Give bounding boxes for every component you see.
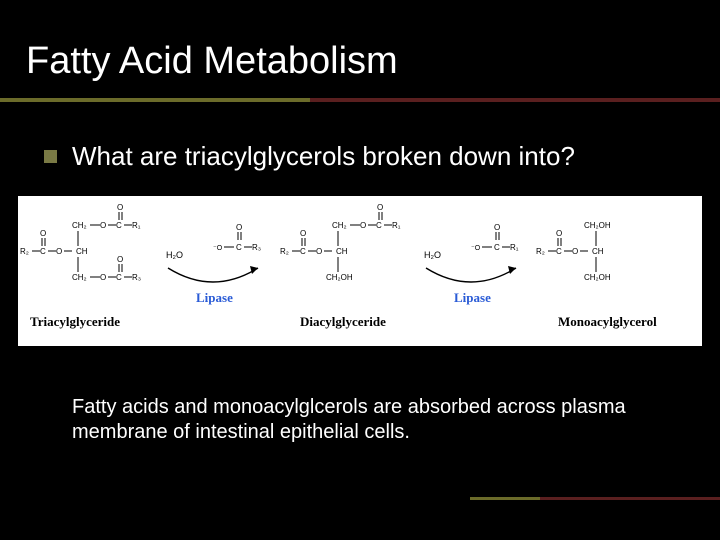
svg-text:CH₂OH: CH₂OH	[326, 273, 353, 282]
svg-text:R₂: R₂	[536, 247, 545, 256]
svg-text:Diacylglyceride: Diacylglyceride	[300, 314, 386, 329]
title-underline	[0, 98, 720, 102]
svg-text:CH₂: CH₂	[72, 221, 87, 230]
svg-text:⁻O: ⁻O	[471, 245, 481, 252]
reaction-diagram: CH₂ CH CH₂ O C O R₁ O C O	[18, 196, 702, 346]
svg-text:Lipase: Lipase	[196, 290, 233, 305]
svg-text:H₂O: H₂O	[166, 250, 183, 260]
svg-text:R₁: R₁	[392, 221, 401, 230]
svg-text:O: O	[117, 255, 123, 264]
reaction-arrow-2: H₂O O C ⁻O R₁ Lipase	[424, 223, 519, 305]
svg-text:O: O	[40, 229, 46, 238]
svg-text:Monoacylglycerol: Monoacylglycerol	[558, 314, 657, 329]
svg-text:Lipase: Lipase	[454, 290, 491, 305]
svg-text:O: O	[316, 247, 322, 256]
svg-text:C: C	[376, 221, 382, 230]
svg-text:H₂O: H₂O	[424, 250, 441, 260]
molecule-tri: CH₂ CH CH₂ O C O R₁ O C O	[20, 203, 141, 329]
body-text-2: Fatty acids and monoacylglcerols are abs…	[72, 395, 672, 445]
svg-text:Triacylglyceride: Triacylglyceride	[30, 314, 120, 329]
bullet-text-1: What are triacylglycerols broken down in…	[72, 141, 575, 172]
svg-text:C: C	[116, 221, 122, 230]
footer-underline	[470, 497, 720, 500]
svg-text:CH: CH	[76, 247, 88, 256]
svg-text:R₁: R₁	[132, 221, 141, 230]
svg-text:O: O	[236, 223, 242, 232]
svg-text:O: O	[100, 221, 106, 230]
svg-text:CH₂: CH₂	[332, 221, 347, 230]
svg-text:R₃: R₃	[132, 273, 141, 282]
molecule-di: CH₂ CH CH₂OH O C O R₁ O C O	[280, 203, 401, 329]
svg-text:O: O	[100, 273, 106, 282]
svg-text:O: O	[360, 221, 366, 230]
svg-text:CH: CH	[336, 247, 348, 256]
svg-text:⁻O: ⁻O	[213, 245, 223, 252]
molecule-mono: CH₂OH CH CH₂OH O C O R₂ Monoacylglycerol	[536, 221, 657, 329]
svg-text:CH₂OH: CH₂OH	[584, 221, 611, 230]
svg-text:CH₂OH: CH₂OH	[584, 273, 611, 282]
svg-text:C: C	[236, 243, 242, 252]
reaction-arrow-1: H₂O O C ⁻O R₃ Lipase	[166, 223, 261, 305]
svg-text:C: C	[116, 273, 122, 282]
svg-text:C: C	[494, 243, 500, 252]
bullet-icon	[44, 150, 57, 163]
svg-text:C: C	[300, 247, 306, 256]
svg-text:CH₂: CH₂	[72, 273, 87, 282]
svg-text:O: O	[56, 247, 62, 256]
svg-text:R₂: R₂	[20, 247, 29, 256]
svg-text:R₃: R₃	[252, 243, 261, 252]
svg-text:O: O	[572, 247, 578, 256]
slide-title: Fatty Acid Metabolism	[26, 40, 398, 83]
svg-text:CH: CH	[592, 247, 604, 256]
svg-text:O: O	[377, 203, 383, 212]
svg-text:R₁: R₁	[510, 243, 519, 252]
svg-text:C: C	[40, 247, 46, 256]
svg-text:O: O	[494, 223, 500, 232]
svg-text:R₂: R₂	[280, 247, 289, 256]
svg-text:O: O	[300, 229, 306, 238]
svg-text:O: O	[556, 229, 562, 238]
svg-text:C: C	[556, 247, 562, 256]
svg-text:O: O	[117, 203, 123, 212]
